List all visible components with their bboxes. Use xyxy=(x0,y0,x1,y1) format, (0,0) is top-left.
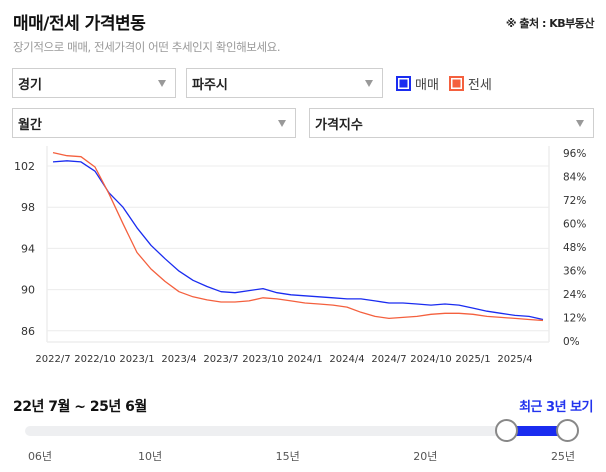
svg-text:2024/10: 2024/10 xyxy=(410,354,452,365)
legend-label-jeonse: 전세 xyxy=(467,78,492,93)
x-axis: 2022/7 2022/10 2023/1 2023/4 2023/7 2023/10 20… xyxy=(35,354,532,365)
svg-text:98: 98 xyxy=(21,201,35,214)
svg-text:2024/1: 2024/1 xyxy=(287,354,322,365)
city-select[interactable]: 파주시 xyxy=(186,68,383,98)
y-axis-left: 86 90 94 98 102 xyxy=(14,160,35,338)
range-label: 22년 7월 ~ 25년 6월 xyxy=(13,399,147,415)
chevron-down-icon xyxy=(365,80,373,87)
region-select[interactable]: 경기 xyxy=(12,68,176,98)
svg-text:36%: 36% xyxy=(563,266,586,278)
range-start-handle[interactable] xyxy=(494,419,518,442)
slider-tick-label: 10년 xyxy=(138,450,163,463)
city-select-value: 파주시 xyxy=(192,77,228,93)
sale-swatch-icon xyxy=(396,76,411,91)
svg-text:24%: 24% xyxy=(563,289,586,301)
chart-grid xyxy=(46,146,550,343)
svg-text:2024/7: 2024/7 xyxy=(371,354,406,365)
svg-text:72%: 72% xyxy=(563,195,586,207)
slider-tick-label: 25년 xyxy=(550,450,576,463)
metric-select[interactable]: 가격지수 xyxy=(309,108,594,138)
chevron-down-icon xyxy=(278,120,286,127)
page-title: 매매/전세 가격변동 xyxy=(13,14,146,34)
svg-text:2023/4: 2023/4 xyxy=(161,354,196,365)
svg-text:0%: 0% xyxy=(563,336,580,348)
slider-tick-label: 15년 xyxy=(275,450,300,463)
jeonse-swatch-icon xyxy=(448,76,464,91)
svg-text:2025/1: 2025/1 xyxy=(455,354,490,365)
region-select-value: 경기 xyxy=(18,77,42,93)
chevron-down-icon xyxy=(576,120,584,127)
recent-3-years-link[interactable]: 최근 3년 보기 xyxy=(519,400,593,415)
svg-text:2023/1: 2023/1 xyxy=(119,354,154,365)
svg-text:94: 94 xyxy=(21,242,35,255)
svg-text:84%: 84% xyxy=(563,172,586,184)
legend-item-sale[interactable]: 매매 xyxy=(396,74,439,93)
metric-select-value: 가격지수 xyxy=(315,117,363,133)
svg-text:2022/7: 2022/7 xyxy=(35,354,70,365)
source-note: ※ 출처 : KB부동산 xyxy=(505,17,595,30)
chart-lines xyxy=(52,151,544,322)
legend-item-jeonse[interactable]: 전세 xyxy=(448,74,492,93)
slider-tick-label: 06년 xyxy=(27,450,53,463)
svg-text:2025/4: 2025/4 xyxy=(497,354,532,365)
year-range-slider-track[interactable] xyxy=(25,426,576,436)
period-select-value: 월간 xyxy=(18,117,42,133)
svg-text:12%: 12% xyxy=(563,313,586,325)
svg-text:2022/10: 2022/10 xyxy=(74,354,116,365)
chevron-down-icon xyxy=(158,80,166,87)
legend-label-sale: 매매 xyxy=(415,78,439,93)
y-axis-right: 0% 12% 24% 36% 48% 60% 72% 84% 96% xyxy=(563,148,586,348)
svg-text:90: 90 xyxy=(21,284,35,297)
svg-text:2024/4: 2024/4 xyxy=(329,354,364,365)
svg-text:96%: 96% xyxy=(563,148,586,160)
svg-text:2023/7: 2023/7 xyxy=(203,354,238,365)
slider-tick-label: 20년 xyxy=(413,450,438,463)
svg-text:102: 102 xyxy=(14,160,35,173)
price-line-chart: 86 90 94 98 102 0% 12% 24% 36% 48% 60% 72% 84% 96% 2… xyxy=(14,146,586,365)
period-select[interactable]: 월간 xyxy=(12,108,296,138)
range-end-handle[interactable] xyxy=(555,419,579,442)
page-subtitle: 장기적으로 매매, 전세가격이 어떤 추세인지 확인해보세요. xyxy=(13,40,281,54)
chart-legend: 매매 전세 xyxy=(396,74,502,93)
svg-text:60%: 60% xyxy=(563,219,586,231)
svg-text:86: 86 xyxy=(21,325,35,338)
svg-text:48%: 48% xyxy=(563,242,586,254)
year-range-slider-fill xyxy=(506,426,567,436)
svg-text:2023/10: 2023/10 xyxy=(242,354,284,365)
